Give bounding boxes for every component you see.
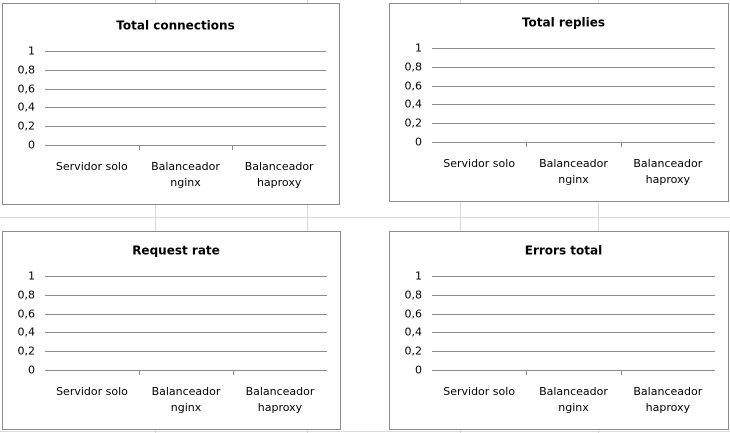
chart: Total connections 0 0,2 0,4 0,6 0,8 1 Servidor … (2, 3, 340, 205)
y-tick-label: 0,2 (405, 345, 423, 358)
y-tick-label: 0 (415, 364, 422, 377)
y-tick-label: 0,4 (405, 98, 423, 111)
y-tick-label: 0 (28, 139, 35, 152)
chart: Total replies 0 0,2 0,4 0,6 0,8 1 Servidor solo… (389, 3, 729, 202)
y-tick-label: 0,6 (405, 308, 423, 321)
chart-title: Total connections (116, 19, 234, 33)
y-tick-label: 0,6 (18, 83, 36, 96)
chart-title: Total replies (522, 16, 605, 30)
chart-svg: Errors total 0 0,2 0,4 0,6 0,8 1 (405, 244, 715, 377)
y-tick-label: 0,2 (405, 117, 423, 130)
y-tick-label: 0 (415, 136, 422, 149)
y-tick-label: 0,4 (18, 326, 36, 339)
x-tick-label: Balanceador nginx (151, 385, 221, 414)
y-tick-label: 0 (28, 364, 35, 377)
chart: Request rate 0 0,2 0,4 0,6 0,8 1 Servidor solo B… (2, 231, 341, 430)
x-tick-label: Balanceador nginx (539, 157, 608, 186)
y-tick-label: 0,8 (405, 61, 423, 74)
y-tick-label: 0,2 (18, 345, 36, 358)
x-tick-label: Servidor solo (443, 385, 516, 398)
x-tick-label: Balanceador haproxy (245, 385, 315, 414)
y-tick-label: 0,6 (405, 80, 423, 93)
y-tick-label: 0,8 (18, 64, 36, 77)
y-tick-label: 1 (28, 270, 35, 283)
y-tick-label: 0,4 (18, 101, 36, 114)
x-tick-label: Balanceador haproxy (244, 160, 314, 189)
chart-title: Errors total (525, 244, 602, 258)
chart-svg: Total replies 0 0,2 0,4 0,6 0,8 1 (405, 16, 715, 149)
chart-svg: Total connections 0 0,2 0,4 0,6 0,8 1 (18, 19, 326, 152)
chart-title: Request rate (132, 244, 220, 258)
chart: Errors total 0 0,2 0,4 0,6 0,8 1 Servidor solo B… (389, 231, 729, 430)
x-tick-label: Balanceador nginx (539, 385, 608, 414)
x-tick-label: Balanceador haproxy (633, 157, 703, 186)
x-tick-label: Servidor solo (56, 385, 128, 398)
x-tick-label: Balanceador nginx (151, 160, 220, 189)
x-tick-label: Servidor solo (443, 157, 516, 170)
chart-svg: Request rate 0 0,2 0,4 0,6 0,8 1 (18, 244, 327, 377)
y-tick-label: 1 (28, 45, 35, 58)
y-tick-label: 0,8 (405, 289, 423, 302)
y-tick-label: 1 (415, 42, 422, 55)
y-tick-label: 0,4 (405, 326, 423, 339)
x-tick-label: Servidor solo (55, 160, 128, 173)
y-tick-label: 0,8 (18, 289, 36, 302)
x-tick-label: Balanceador haproxy (633, 385, 703, 414)
y-tick-label: 0,6 (18, 308, 36, 321)
y-tick-label: 0,2 (18, 120, 36, 133)
y-tick-label: 1 (415, 270, 422, 283)
